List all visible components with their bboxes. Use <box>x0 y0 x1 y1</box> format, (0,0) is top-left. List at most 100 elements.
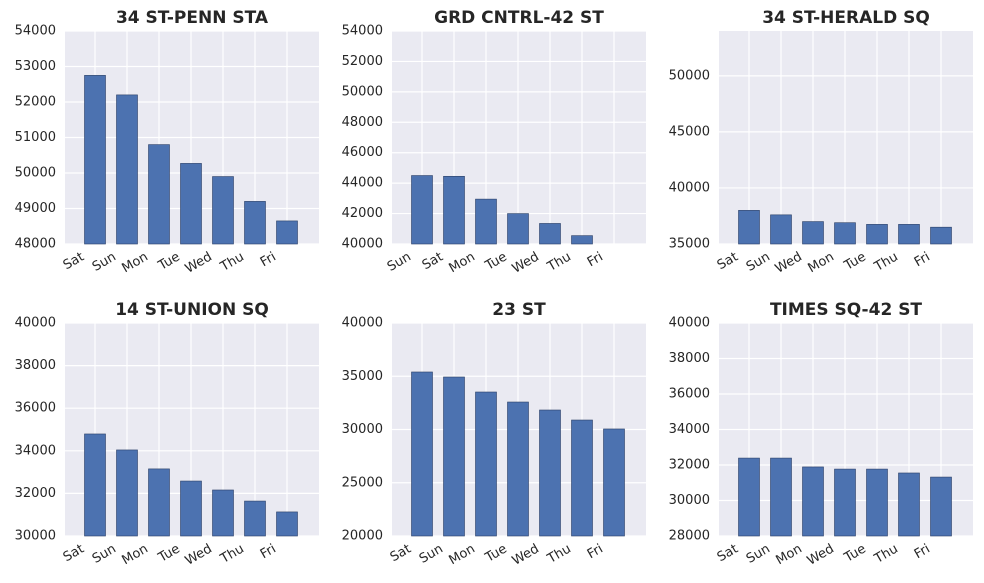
y-tick-label: 40000 <box>669 180 710 195</box>
y-tick-label: 51000 <box>15 130 56 145</box>
y-tick-label: 40000 <box>342 237 383 252</box>
bar <box>180 163 202 245</box>
x-tick-label: Mon <box>120 250 151 277</box>
x-tick-label: Thu <box>871 250 901 276</box>
x-tick-label: Mon <box>447 250 478 277</box>
plot-area <box>719 31 973 244</box>
x-tick-label: Tue <box>841 250 869 275</box>
y-tick-label: 54000 <box>342 24 383 39</box>
x-tick-label: Thu <box>544 250 574 276</box>
x-tick-label: Thu <box>217 250 247 276</box>
bar <box>738 457 760 537</box>
bar <box>180 480 202 537</box>
bar <box>244 500 266 537</box>
y-tick-label: 34000 <box>669 422 710 437</box>
y-tick-label: 30000 <box>342 422 383 437</box>
y-tick-label: 36000 <box>15 401 56 416</box>
chart-title: 23 ST <box>492 300 546 320</box>
y-tick-label: 30000 <box>669 493 710 508</box>
x-tick-label: Sat <box>61 542 87 566</box>
bar <box>212 176 234 245</box>
bar <box>244 201 266 245</box>
bar <box>212 489 234 537</box>
bar <box>834 468 856 537</box>
x-tick-label: Sun <box>385 250 414 275</box>
x-tick-label: Sun <box>744 542 773 567</box>
bar <box>571 419 593 537</box>
y-tick-label: 50000 <box>342 84 383 99</box>
y-tick-label: 35000 <box>342 369 383 384</box>
x-tick-label: Sat <box>715 250 741 274</box>
x-tick-label: Sun <box>744 250 773 275</box>
x-tick-label: Fri <box>585 542 606 563</box>
chart-title: TIMES SQ-42 ST <box>770 300 922 320</box>
y-tick-label: 36000 <box>669 387 710 402</box>
bar <box>770 214 792 245</box>
bar <box>507 401 529 537</box>
x-tick-label: Wed <box>510 250 542 277</box>
x-tick-label: Mon <box>774 542 805 569</box>
x-tick-label: Tue <box>155 542 183 567</box>
bar <box>866 224 888 245</box>
y-tick-label: 38000 <box>15 358 56 373</box>
bar <box>539 409 561 537</box>
x-tick-label: Tue <box>155 250 183 275</box>
x-tick-label: Sun <box>417 542 446 567</box>
bar <box>116 449 138 537</box>
x-tick-label: Wed <box>183 542 215 569</box>
bar <box>276 220 298 245</box>
bar <box>148 144 170 245</box>
y-tick-label: 42000 <box>342 206 383 221</box>
bar <box>148 468 170 537</box>
bar <box>84 75 106 245</box>
x-tick-label: Wed <box>773 250 805 277</box>
y-tick-label: 52000 <box>342 54 383 69</box>
bar <box>603 428 625 537</box>
chart-title: 34 ST-PENN STA <box>116 8 269 28</box>
y-tick-label: 48000 <box>342 115 383 130</box>
bar <box>411 175 433 245</box>
y-tick-label: 52000 <box>15 95 56 110</box>
bar <box>84 433 106 537</box>
x-tick-label: Tue <box>841 542 869 567</box>
x-tick-label: Fri <box>258 250 279 271</box>
y-tick-label: 32000 <box>15 486 56 501</box>
x-tick-label: Thu <box>217 542 247 568</box>
x-tick-label: Wed <box>510 542 542 569</box>
x-tick-label: Fri <box>585 250 606 271</box>
y-tick-label: 48000 <box>15 237 56 252</box>
x-tick-label: Mon <box>806 250 837 277</box>
y-tick-label: 49000 <box>15 201 56 216</box>
bar <box>834 222 856 245</box>
plot-area <box>392 31 646 244</box>
bar <box>443 376 465 537</box>
x-tick-label: Mon <box>447 542 478 569</box>
x-tick-label: Wed <box>805 542 837 569</box>
x-tick-label: Sat <box>715 542 741 566</box>
y-tick-label: 46000 <box>342 145 383 160</box>
bar <box>802 466 824 537</box>
bar <box>802 221 824 245</box>
x-tick-label: Tue <box>482 250 510 275</box>
chart-title: 14 ST-UNION SQ <box>115 300 269 320</box>
bar <box>539 223 561 245</box>
y-tick-label: 38000 <box>669 351 710 366</box>
bar <box>475 198 497 245</box>
bar <box>443 175 465 245</box>
bar <box>898 472 920 537</box>
x-tick-label: Fri <box>912 542 933 563</box>
x-tick-label: Sun <box>90 250 119 275</box>
y-tick-label: 20000 <box>342 529 383 544</box>
bar <box>276 511 298 537</box>
y-tick-label: 40000 <box>15 316 56 331</box>
x-tick-label: Mon <box>120 542 151 569</box>
bar <box>507 213 529 245</box>
x-tick-label: Sat <box>420 250 446 274</box>
y-tick-label: 50000 <box>669 68 710 83</box>
x-tick-label: Sun <box>90 542 119 567</box>
bar <box>571 235 593 245</box>
x-tick-label: Tue <box>482 542 510 567</box>
chart-title: 34 ST-HERALD SQ <box>762 8 930 28</box>
chart-title: GRD CNTRL-42 ST <box>434 8 604 28</box>
y-tick-label: 50000 <box>15 166 56 181</box>
